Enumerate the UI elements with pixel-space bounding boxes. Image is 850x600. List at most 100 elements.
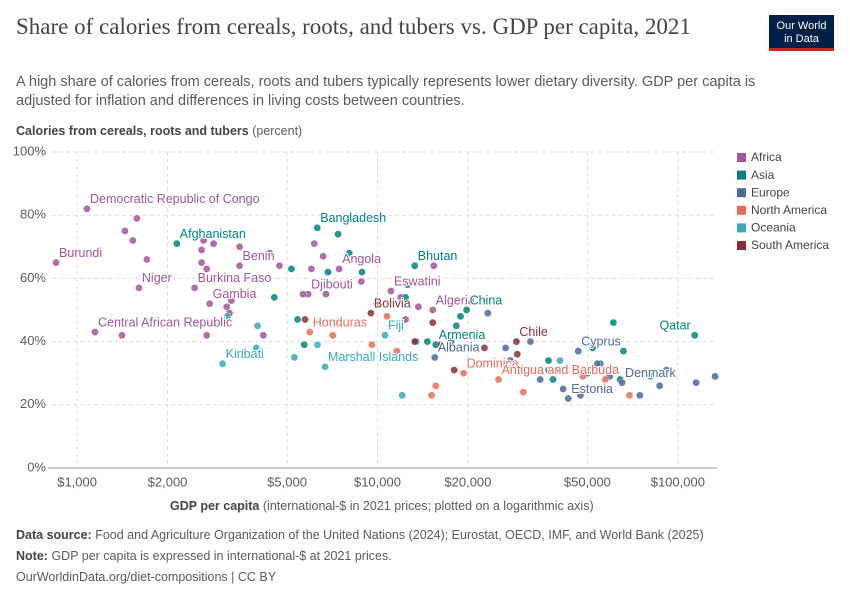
data-point: [601, 375, 610, 384]
data-point: [197, 258, 206, 267]
data-point: [290, 353, 299, 362]
data-point: [91, 328, 99, 336]
data-point: [662, 366, 671, 374]
legend-label: Europe: [751, 185, 790, 199]
point-label: China: [470, 293, 503, 307]
data-point: [313, 224, 322, 232]
x-axis-title: GDP per capita: [170, 499, 260, 513]
chart-title: Share of calories from cereals, roots, a…: [16, 14, 691, 39]
data-point: [172, 239, 181, 248]
data-point: [437, 340, 445, 349]
data-point: [427, 391, 436, 400]
point-label: Bolivia: [374, 296, 411, 310]
point-label: Angola: [342, 252, 381, 266]
point-label: Djibouti: [311, 277, 353, 291]
point-label: Fiji: [388, 319, 404, 333]
data-point: [431, 382, 440, 390]
data-point: [293, 315, 302, 324]
data-point: [625, 391, 634, 400]
data-point: [335, 265, 343, 273]
point-label: Marshall Islands: [328, 350, 418, 364]
data-point: [270, 293, 279, 302]
data-point: [367, 309, 375, 317]
data-point: [398, 391, 406, 400]
legend-swatch: [737, 153, 746, 162]
data-point: [265, 249, 274, 257]
data-point: [459, 369, 468, 378]
data-point: [319, 252, 327, 261]
data-point: [556, 356, 564, 365]
data-point: [190, 284, 199, 292]
x-tick-label: $50,000: [564, 474, 611, 489]
point-label: Qatar: [659, 319, 690, 333]
data-point: [462, 306, 471, 314]
point-label: Albania: [438, 341, 480, 355]
legend-label: Oceania: [751, 221, 796, 235]
data-point: [118, 331, 126, 340]
data-point: [576, 391, 585, 400]
data-point: [428, 306, 437, 314]
x-tick-label: $1,000: [57, 474, 97, 489]
data-point: [484, 309, 492, 317]
source-label: Data source:: [16, 528, 92, 542]
data-point: [646, 372, 655, 381]
data-point: [301, 315, 309, 324]
data-point: [526, 337, 535, 346]
logo-text: Our World: [776, 20, 827, 32]
data-point: [619, 347, 628, 355]
data-point: [218, 359, 227, 368]
point-label: Honduras: [313, 315, 367, 329]
data-point: [368, 340, 376, 349]
data-point: [711, 372, 719, 381]
data-point: [358, 268, 366, 276]
data-point: [559, 385, 567, 393]
data-point: [299, 290, 307, 299]
data-point: [199, 236, 208, 245]
x-tick-label: $5,000: [267, 474, 307, 489]
x-tick-label: $2,000: [148, 474, 188, 489]
legend-swatch: [737, 188, 746, 198]
data-point: [450, 366, 458, 374]
point-label: Cyprus: [581, 334, 621, 348]
chart-subtitle: A high share of calories from cereals, r…: [16, 74, 756, 109]
data-point: [690, 331, 699, 340]
data-point: [322, 290, 330, 299]
data-point: [202, 265, 211, 273]
data-point: [431, 353, 439, 362]
data-point: [414, 303, 423, 311]
point-label: Burundi: [59, 246, 102, 260]
data-point: [609, 318, 618, 327]
data-point: [235, 261, 244, 270]
data-point: [209, 239, 218, 248]
data-point: [556, 366, 564, 374]
logo-text: in Data: [784, 33, 819, 45]
point-label: Kiribati: [226, 347, 264, 361]
legend-swatch: [737, 170, 746, 180]
data-point: [259, 331, 268, 340]
point-label: Antigua and Barbuda: [502, 363, 620, 377]
data-point: [329, 331, 337, 340]
data-point: [513, 350, 522, 359]
data-point: [618, 378, 626, 387]
y-tick-label: 0%: [27, 459, 46, 474]
data-point: [313, 340, 322, 349]
x-tick-label: $100,000: [651, 474, 705, 489]
legend-swatch: [737, 241, 746, 250]
url[interactable]: OurWorldinData.org/diet-compositions | C…: [16, 570, 277, 584]
data-point: [519, 388, 528, 396]
data-point: [549, 375, 557, 384]
data-point: [494, 375, 503, 384]
legend-swatch: [737, 205, 746, 215]
y-axis-title: Calories from cereals, roots and tubers: [16, 124, 249, 138]
data-point: [275, 261, 284, 270]
y-axis-label: Calories from cereals, roots and tubers …: [16, 124, 302, 138]
data-point: [655, 382, 664, 390]
point-label: Democratic Republic of Congo: [90, 192, 260, 206]
legend-label: North America: [751, 203, 827, 217]
data-point: [447, 337, 455, 346]
data-point: [373, 299, 381, 308]
data-point: [428, 318, 437, 327]
logo[interactable]: Our World in Data: [769, 15, 834, 51]
legend-swatch: [737, 223, 746, 233]
